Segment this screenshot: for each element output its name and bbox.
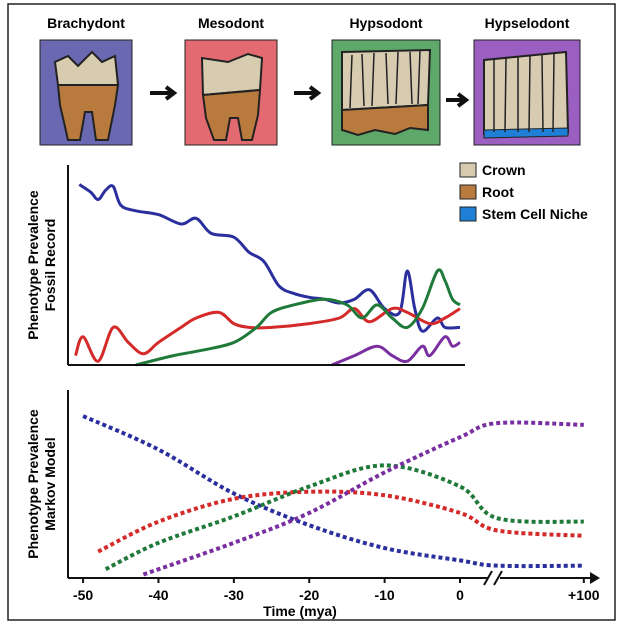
y-axis-label: Phenotype Prevalence	[25, 409, 41, 559]
x-tick-label: -50	[73, 587, 93, 603]
stem-cell-niche	[484, 128, 568, 138]
crown	[202, 54, 262, 95]
series-line	[332, 337, 460, 365]
legend-swatch	[460, 207, 476, 221]
stage-label: Hypsodont	[349, 15, 422, 31]
x-tick-label: -20	[299, 587, 319, 603]
x-tick-label: -30	[224, 587, 244, 603]
stage-label: Mesodont	[198, 15, 264, 31]
y-axis-label: Markov Model	[42, 437, 58, 530]
x-axis-label: Time (mya)	[263, 603, 337, 619]
x-tick-label: -10	[374, 587, 394, 603]
stage-label: Brachydont	[47, 15, 125, 31]
legend-swatch	[460, 185, 476, 199]
x-tick-label: +100	[568, 587, 600, 603]
crown	[484, 52, 568, 134]
stage-label: Hypselodont	[485, 15, 570, 31]
figure: Brachydont Mesodont Hypsodont Hypselodont C…	[0, 0, 623, 624]
legend-swatch	[460, 163, 476, 177]
series-line	[106, 465, 584, 569]
legend-label: Crown	[482, 162, 526, 178]
y-axis-label: Phenotype Prevalence	[25, 190, 41, 340]
legend-label: Stem Cell Niche	[482, 206, 588, 222]
axis-arrow	[590, 572, 600, 584]
x-tick-label: 0	[456, 587, 464, 603]
y-axis-label: Fossil Record	[42, 219, 58, 312]
legend-label: Root	[482, 184, 514, 200]
x-tick-label: -40	[148, 587, 168, 603]
series-line	[143, 422, 583, 574]
tooth-panels	[40, 40, 580, 145]
stage-labels: Brachydont Mesodont Hypsodont Hypselodont	[47, 15, 570, 31]
legend: Crown Root Stem Cell Niche	[460, 162, 588, 222]
